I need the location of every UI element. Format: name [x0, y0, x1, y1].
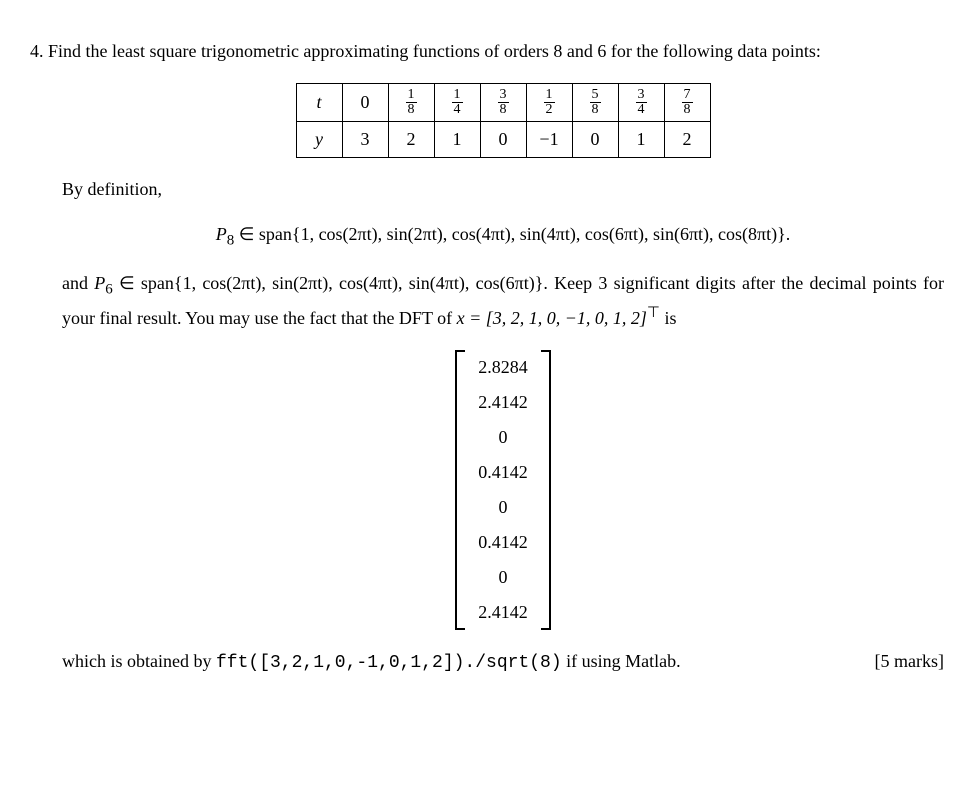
matrix-row: 2.4142: [470, 385, 536, 420]
t-cell: 12: [526, 84, 572, 122]
t-cell: 34: [618, 84, 664, 122]
question-container: 4. Find the least square trigonometric a…: [30, 38, 944, 677]
p6-subscript: 6: [105, 282, 113, 298]
p8-span: P8 ∈ span{1, cos(2πt), sin(2πt), cos(4πt…: [62, 221, 944, 252]
is-text: is: [660, 308, 677, 328]
question-text-1: Find the least square trigonometric appr…: [48, 41, 821, 61]
marks-label: [5 marks]: [875, 648, 944, 675]
t-cell: 38: [480, 84, 526, 122]
table-row-t: t 0 18 14 38 12 58 34 78: [296, 84, 710, 122]
row-label-y: y: [296, 122, 342, 158]
p6-var: P: [94, 273, 105, 293]
p8-set: ∈ span{1, cos(2πt), sin(2πt), cos(4πt), …: [234, 224, 790, 244]
matlab-suffix: if using Matlab.: [562, 651, 681, 671]
p8-var: P: [216, 224, 227, 244]
t-cell: 18: [388, 84, 434, 122]
matrix-row: 2.8284: [470, 350, 536, 385]
matrix-row: 0.4142: [470, 455, 536, 490]
transpose-superscript: ⊤: [647, 305, 660, 321]
t-cell: 14: [434, 84, 480, 122]
row-label-t: t: [296, 84, 342, 122]
matlab-line: which is obtained by fft([3,2,1,0,-1,0,1…: [62, 648, 944, 677]
t-cell: 78: [664, 84, 710, 122]
y-cell: 2: [664, 122, 710, 158]
t-cell: 0: [342, 84, 388, 122]
y-cell: 1: [434, 122, 480, 158]
p6-paragraph: and P6 ∈ span{1, cos(2πt), sin(2πt), cos…: [62, 270, 944, 331]
question-prompt: 4. Find the least square trigonometric a…: [30, 38, 944, 65]
matrix-brackets: 2.8284 2.4142 0 0.4142 0 0.4142 0 2.4142: [455, 350, 551, 630]
by-definition: By definition,: [62, 176, 944, 203]
y-cell: −1: [526, 122, 572, 158]
matrix-row: 0: [470, 560, 536, 595]
question-number: 4.: [30, 41, 44, 61]
dft-matrix: 2.8284 2.4142 0 0.4142 0 0.4142 0 2.4142: [62, 350, 944, 630]
y-cell: 3: [342, 122, 388, 158]
x-vector: x = [3, 2, 1, 0, −1, 0, 1, 2]: [457, 308, 647, 328]
t-cell: 58: [572, 84, 618, 122]
y-cell: 2: [388, 122, 434, 158]
and-text: and: [62, 273, 94, 293]
y-cell: 0: [572, 122, 618, 158]
y-cell: 0: [480, 122, 526, 158]
data-table: t 0 18 14 38 12 58 34 78 y 3 2 1 0 −1 0 …: [296, 83, 711, 158]
matrix-row: 0: [470, 420, 536, 455]
indented-content: t 0 18 14 38 12 58 34 78 y 3 2 1 0 −1 0 …: [62, 83, 944, 677]
matrix-row: 0.4142: [470, 525, 536, 560]
table-row-y: y 3 2 1 0 −1 0 1 2: [296, 122, 710, 158]
y-cell: 1: [618, 122, 664, 158]
matrix-row: 2.4142: [470, 595, 536, 630]
obtained-text: which is obtained by: [62, 651, 216, 671]
matlab-code: fft([3,2,1,0,-1,0,1,2])./sqrt(8): [216, 653, 562, 673]
matrix-row: 0: [470, 490, 536, 525]
